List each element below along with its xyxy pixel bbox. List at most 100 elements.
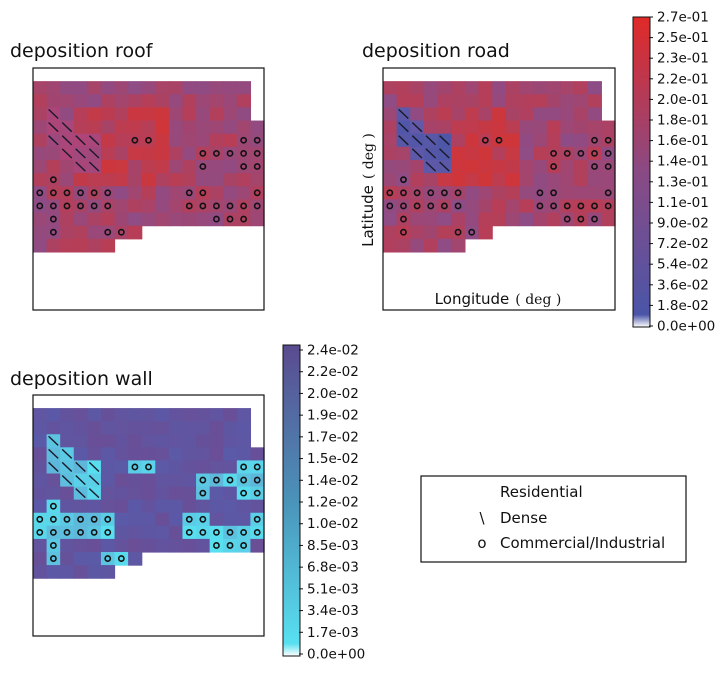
- roof-cell: [209, 107, 224, 122]
- wall-cell: [209, 421, 224, 435]
- roof-cell: [60, 238, 75, 253]
- roof-cell: [196, 173, 211, 187]
- road-cell: [492, 212, 507, 227]
- wall-cell: [168, 538, 184, 553]
- roof-cell: [100, 81, 116, 95]
- roof-cell: [33, 146, 48, 161]
- wall-cell: [33, 473, 48, 488]
- roof-cell: [73, 212, 88, 227]
- commercial-marker: [240, 163, 248, 170]
- commercial-marker: [400, 228, 407, 236]
- wall-cell: [155, 460, 170, 475]
- roof-cell: [182, 133, 197, 148]
- commercial-marker: [185, 202, 193, 210]
- legend-marker-dense: \: [479, 509, 485, 527]
- roof-cell: [223, 212, 238, 227]
- roof-cell: [60, 107, 75, 122]
- roof-cell: [114, 120, 129, 135]
- roof-cell: [182, 94, 197, 109]
- roof-cell: [114, 212, 129, 227]
- commercial-marker: [213, 215, 220, 223]
- roof-cell: [114, 225, 129, 240]
- colorbar-wall-tick-label: 1.7e-02: [307, 429, 359, 445]
- wall-cell: [73, 447, 88, 462]
- wall-cell: [114, 460, 129, 475]
- road-cell: [546, 107, 562, 122]
- wall-cell: [87, 512, 102, 527]
- roof-cell: [100, 238, 116, 253]
- roof-cell: [209, 159, 224, 174]
- roof-cell: [128, 94, 143, 109]
- commercial-marker: [36, 189, 44, 197]
- road-cell: [533, 173, 548, 187]
- road-cell: [546, 81, 562, 95]
- wall-cell: [141, 408, 156, 422]
- commercial-marker: [427, 202, 435, 210]
- roof-cell: [141, 173, 156, 187]
- roof-cell: [60, 212, 75, 227]
- wall-cell: [33, 447, 48, 462]
- commercial-marker: [63, 202, 71, 210]
- roof-cell: [60, 225, 75, 240]
- legend-title: Residential: [500, 483, 583, 501]
- roof-cell: [155, 94, 170, 109]
- wall-cell: [223, 473, 238, 488]
- commercial-marker: [117, 555, 125, 562]
- roof-cell: [33, 212, 48, 227]
- road-cell: [464, 120, 480, 135]
- roof-cell: [155, 146, 170, 161]
- commercial-marker: [90, 528, 98, 536]
- road-cell: [546, 146, 562, 161]
- roof-cell: [155, 81, 170, 95]
- wall-cell: [46, 525, 61, 540]
- roof-cell: [155, 120, 170, 135]
- roof-cell: [100, 133, 116, 148]
- wall-cell: [196, 512, 211, 527]
- commercial-marker: [536, 202, 544, 210]
- road-cell: [574, 81, 589, 95]
- road-cell: [383, 159, 398, 174]
- roof-cell: [223, 81, 238, 95]
- wall-cell: [128, 538, 143, 553]
- roof-cell: [250, 173, 265, 187]
- colorbar-main-tick-label: 1.1e-01: [657, 195, 709, 211]
- road-cell: [574, 159, 589, 174]
- road-cell: [505, 107, 521, 122]
- wall-cell: [209, 499, 224, 514]
- commercial-marker: [240, 149, 248, 157]
- roof-cell: [236, 212, 252, 227]
- wall-cell: [141, 434, 156, 448]
- roof-cell: [155, 186, 170, 200]
- wall-cell: [33, 538, 48, 553]
- commercial-marker: [240, 489, 248, 497]
- road-cell: [505, 173, 521, 187]
- wall-cell: [100, 421, 116, 435]
- colorbar-main-tick-label: 9.0e-02: [657, 216, 709, 232]
- wall-cell: [114, 434, 129, 448]
- wall-cell: [182, 525, 197, 540]
- roof-cell: [209, 94, 224, 109]
- wall-cell: [196, 447, 211, 462]
- road-cell: [546, 133, 562, 148]
- commercial-marker: [213, 149, 220, 157]
- road-cell: [423, 199, 439, 214]
- road-cell: [492, 133, 507, 148]
- commercial-marker: [199, 528, 207, 536]
- road-cell: [464, 107, 480, 122]
- dense-hatch-mark: [75, 135, 86, 146]
- roof-cell: [141, 120, 156, 135]
- wall-cell: [60, 551, 75, 566]
- wall-cell: [73, 551, 88, 566]
- road-cell: [396, 94, 411, 109]
- roof-cell: [236, 173, 252, 187]
- wall-cell: [168, 421, 184, 435]
- colorbar-main-tick-label: 1.4e-01: [657, 154, 709, 170]
- wall-cell: [33, 565, 48, 579]
- roof-cell: [114, 94, 129, 109]
- wall-cell: [114, 538, 129, 553]
- road-cell: [423, 120, 439, 135]
- road-cell: [519, 186, 534, 200]
- roof-cell: [141, 107, 156, 122]
- roof-cell: [168, 146, 184, 161]
